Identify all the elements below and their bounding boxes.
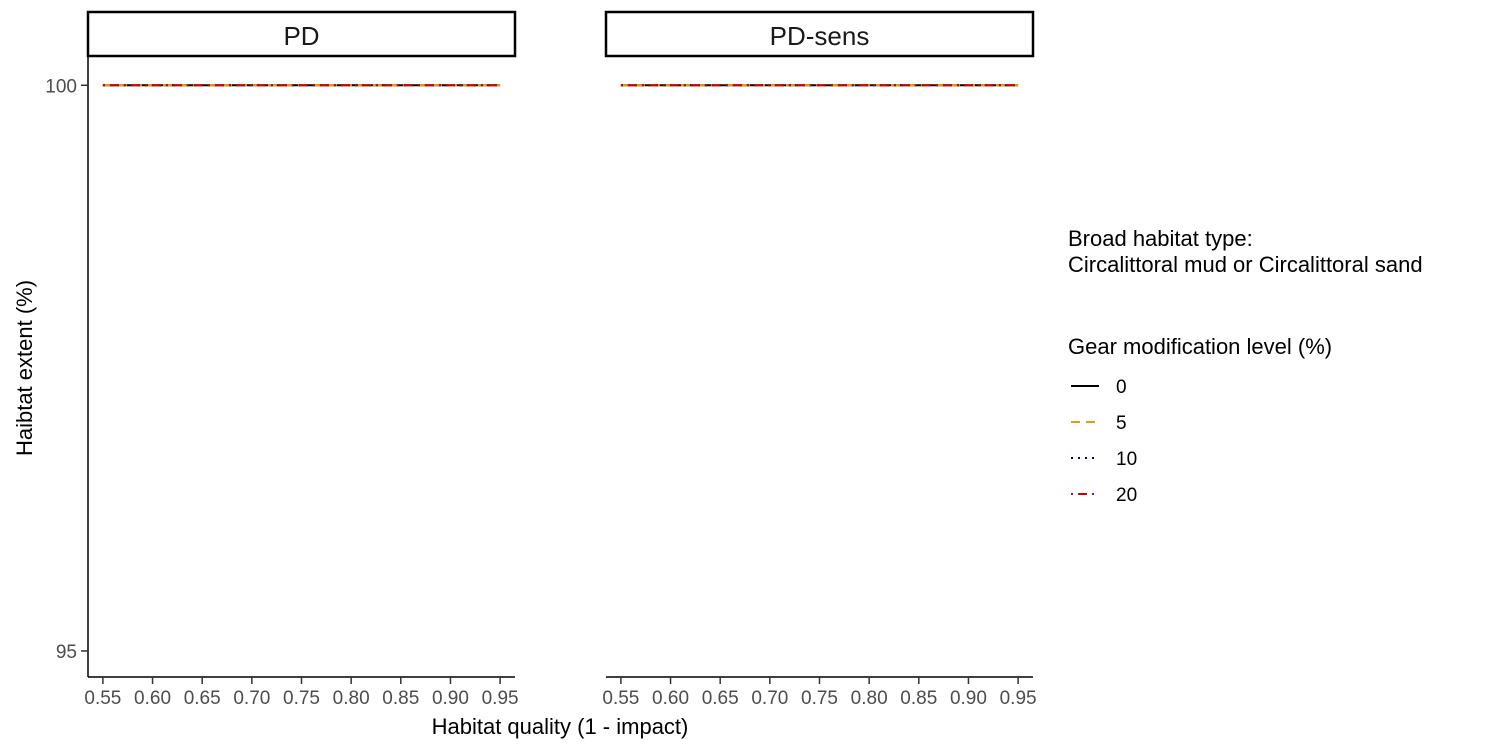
x-tick-label: 0.80	[851, 688, 888, 709]
legend-habitat-value: Circalittoral mud or Circalittoral sand	[1068, 252, 1423, 277]
facet-strip-label: PD-sens	[770, 21, 870, 51]
x-tick-label: 0.95	[482, 688, 519, 709]
legend-key-label: 0	[1116, 377, 1127, 398]
y-tick-label: 100	[45, 76, 77, 97]
x-tick-label: 0.90	[432, 688, 469, 709]
facet-panels: PD0.55 0.60 0.65 0.70 0.75 0.80 0.85 0.90 0.95PD…	[84, 10, 1037, 709]
y-axis: 100 95	[45, 57, 89, 677]
x-tick-label: 0.80	[333, 688, 370, 709]
facet-panel: PD 0.55 0.60 0.65 0.70 0.75 0.80 0.85 0.90 0.95	[84, 10, 519, 709]
x-tick-label: 0.85	[382, 688, 419, 709]
facet-strip	[604, 10, 1035, 58]
x-tick-label: 0.65	[184, 688, 221, 709]
y-tick-label: 95	[56, 642, 77, 663]
x-tick-label: 0.75	[801, 688, 838, 709]
legend-key-label: 10	[1116, 449, 1137, 470]
x-tick-label: 0.65	[702, 688, 739, 709]
x-tick-label: 0.90	[950, 688, 987, 709]
legend: Broad habitat type: Circalittoral mud or…	[1068, 226, 1423, 506]
x-tick-label: 0.60	[652, 688, 689, 709]
x-tick-label: 0.70	[751, 688, 788, 709]
x-tick-label: 0.60	[134, 688, 171, 709]
legend-key-label: 5	[1116, 413, 1127, 434]
facet-strip	[86, 10, 517, 58]
x-tick-label: 0.75	[283, 688, 320, 709]
legend-key-label: 20	[1116, 485, 1137, 506]
facet-strip-label: PD	[283, 21, 319, 51]
x-tick-label: 0.55	[84, 688, 121, 709]
legend-habitat-title: Broad habitat type:	[1068, 226, 1253, 251]
facet-panel: PD-sens 0.55 0.60 0.65 0.70 0.75 0.80 0.85 0.90 0…	[602, 10, 1037, 709]
x-tick-label: 0.70	[233, 688, 270, 709]
legend-gear-title: Gear modification level (%)	[1068, 334, 1332, 359]
x-tick-label: 0.55	[602, 688, 639, 709]
legend-keys: 0 5 10 20	[1071, 377, 1137, 506]
x-tick-label: 0.85	[900, 688, 937, 709]
y-axis-title: Haibtat extent (%)	[12, 280, 37, 456]
x-axis-title: Habitat quality (1 - impact)	[432, 714, 689, 739]
x-tick-label: 0.95	[1000, 688, 1037, 709]
